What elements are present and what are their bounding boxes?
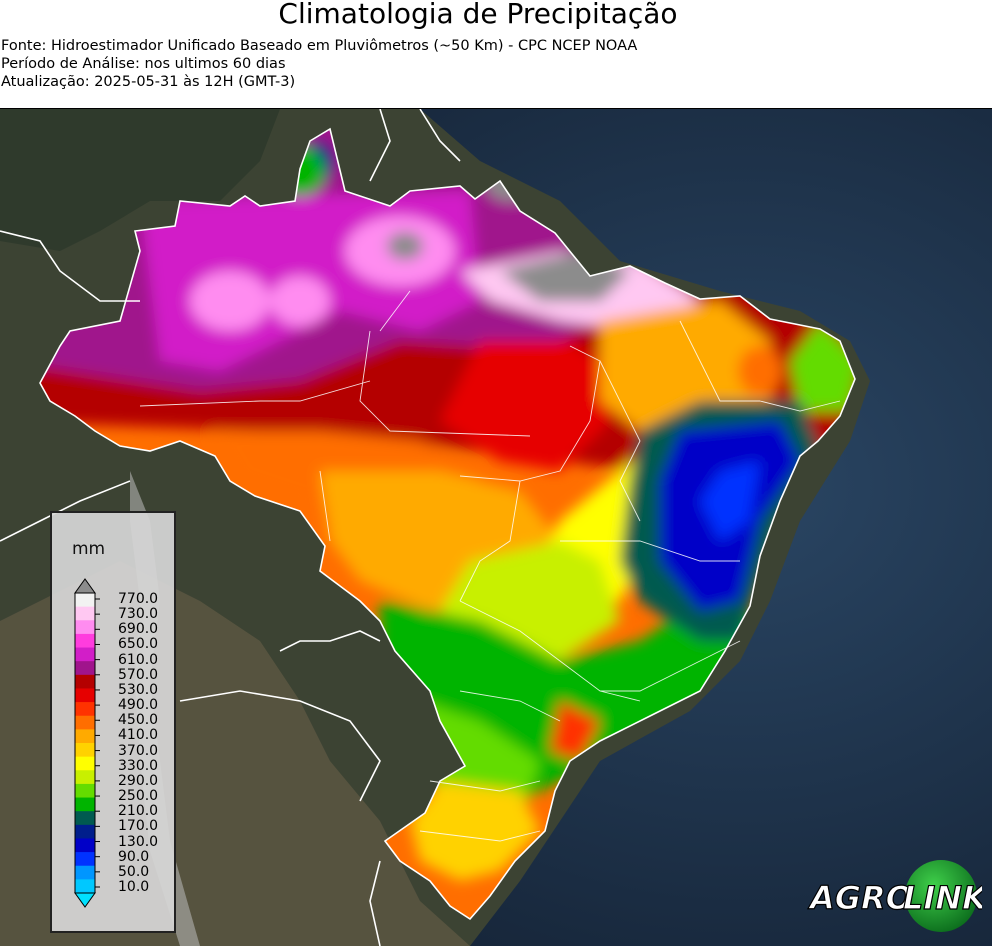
source-line: Fonte: Hidroestimador Unificado Baseado … xyxy=(1,38,638,54)
legend-panel: mm 770.0 730.0 690.0 650.0 610.0 570.0 530.0 49… xyxy=(50,511,176,933)
colorbar-segment xyxy=(75,797,95,812)
colorbar-tick-label: 130.0 xyxy=(118,833,159,850)
map-svg xyxy=(0,109,992,946)
colorbar xyxy=(74,578,100,908)
updated-line: Atualização: 2025-05-31 às 12H (GMT-3) xyxy=(1,74,296,90)
colorbar-tick-label: 250.0 xyxy=(118,788,159,805)
colorbar-tick-label: 770.0 xyxy=(118,591,159,607)
logo-globe xyxy=(905,860,977,932)
colorbar-tick-label: 650.0 xyxy=(118,636,159,653)
period-line: Período de Análise: nos ultimos 60 dias xyxy=(1,56,286,72)
colorbar-segment xyxy=(75,674,95,689)
logo-text-link: LINK xyxy=(903,879,982,917)
colorbar-tick-label: 10.0 xyxy=(118,879,150,895)
colorbar-segment xyxy=(75,824,95,839)
agrolink-logo: AGRO LINK xyxy=(806,859,990,933)
colorbar-segment xyxy=(75,633,95,649)
colorbar-segment xyxy=(75,606,95,621)
state-borders xyxy=(139,290,841,842)
colorbar-tick-label: 410.0 xyxy=(118,727,159,744)
colorbar-over-arrow xyxy=(74,578,96,594)
colorbar-tick-label: 450.0 xyxy=(118,712,159,729)
colorbar-tick-label: 90.0 xyxy=(118,848,150,865)
colorbar-segment xyxy=(75,783,95,799)
colorbar-segment xyxy=(75,715,95,730)
colorbar-tick-label: 370.0 xyxy=(118,742,159,759)
logo-text-agro: AGRO xyxy=(807,879,913,917)
colorbar-under-arrow xyxy=(74,892,96,908)
colorbar-segment xyxy=(75,756,95,771)
agrolink-logo-graphic: AGRO LINK xyxy=(806,860,990,932)
colorbar-segment xyxy=(75,838,95,853)
colorbar-frame xyxy=(74,592,96,894)
colorbar-segment xyxy=(75,620,95,635)
colorbar-segment xyxy=(75,865,95,880)
colorbar-segment xyxy=(75,688,95,703)
colorbar-tick-label: 210.0 xyxy=(118,803,159,820)
colorbar-segment xyxy=(75,661,95,676)
colorbar-tick-label: 570.0 xyxy=(118,666,159,683)
colorbar-segment xyxy=(75,770,95,785)
colorbar-tick-label: 690.0 xyxy=(118,621,159,638)
colorbar-tick-label: 330.0 xyxy=(118,757,159,774)
colorbar-segment xyxy=(75,811,95,826)
colorbar-tick-label: 730.0 xyxy=(118,606,159,623)
colorbar-tick-label: 50.0 xyxy=(118,863,150,880)
colorbar-segment xyxy=(75,647,95,662)
colorbar-segment xyxy=(75,743,95,758)
colorbar-tick-label: 490.0 xyxy=(118,697,159,714)
precipitation-map: mm 770.0 730.0 690.0 650.0 610.0 570.0 530.0 49… xyxy=(0,108,992,946)
colorbar-tick-label: 170.0 xyxy=(118,818,159,835)
colorbar-segment xyxy=(75,593,95,608)
colorbar-tick-label: 530.0 xyxy=(118,681,159,698)
colorbar-segment xyxy=(75,729,95,744)
colorbar-tick-label: 290.0 xyxy=(118,772,159,789)
colorbar-segment xyxy=(75,702,95,717)
colorbar-segment xyxy=(75,879,95,894)
map-title: Climatologia de Precipitação xyxy=(278,0,678,30)
colorbar-segment xyxy=(75,852,95,867)
colorbar-tick-label: 610.0 xyxy=(118,651,159,668)
legend-unit: mm xyxy=(72,539,106,559)
